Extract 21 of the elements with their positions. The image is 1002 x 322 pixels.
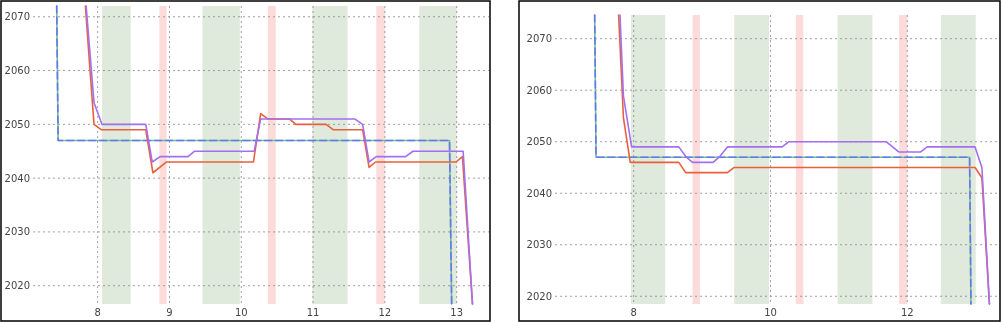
y-tick-label: 2050 [526,136,552,148]
x-tick-label: 12 [378,307,392,318]
x-tick-label: 10 [764,307,777,318]
y-tick-label: 2040 [526,187,552,199]
x-tick-label: 9 [166,307,173,318]
y-tick-label: 2060 [526,84,552,96]
x-tick-label: 12 [900,307,914,318]
y-tick-label: 2030 [526,239,552,251]
y-tick-label: 2070 [526,33,552,45]
y-tick-label: 2040 [4,172,30,184]
x-tick-label: 10 [234,307,248,318]
x-tick-label: 11 [306,307,320,318]
y-tick-label: 2050 [4,118,30,130]
y-tick-label: 2030 [4,226,30,238]
x-tick-label: 8 [94,307,101,318]
x-tick-label: 8 [630,307,637,318]
y-tick-label: 2020 [526,290,552,302]
y-tick-label: 2060 [4,65,30,77]
y-tick-label: 2070 [4,11,30,23]
x-tick-label: 13 [450,307,464,318]
y-tick-label: 2020 [4,280,30,292]
